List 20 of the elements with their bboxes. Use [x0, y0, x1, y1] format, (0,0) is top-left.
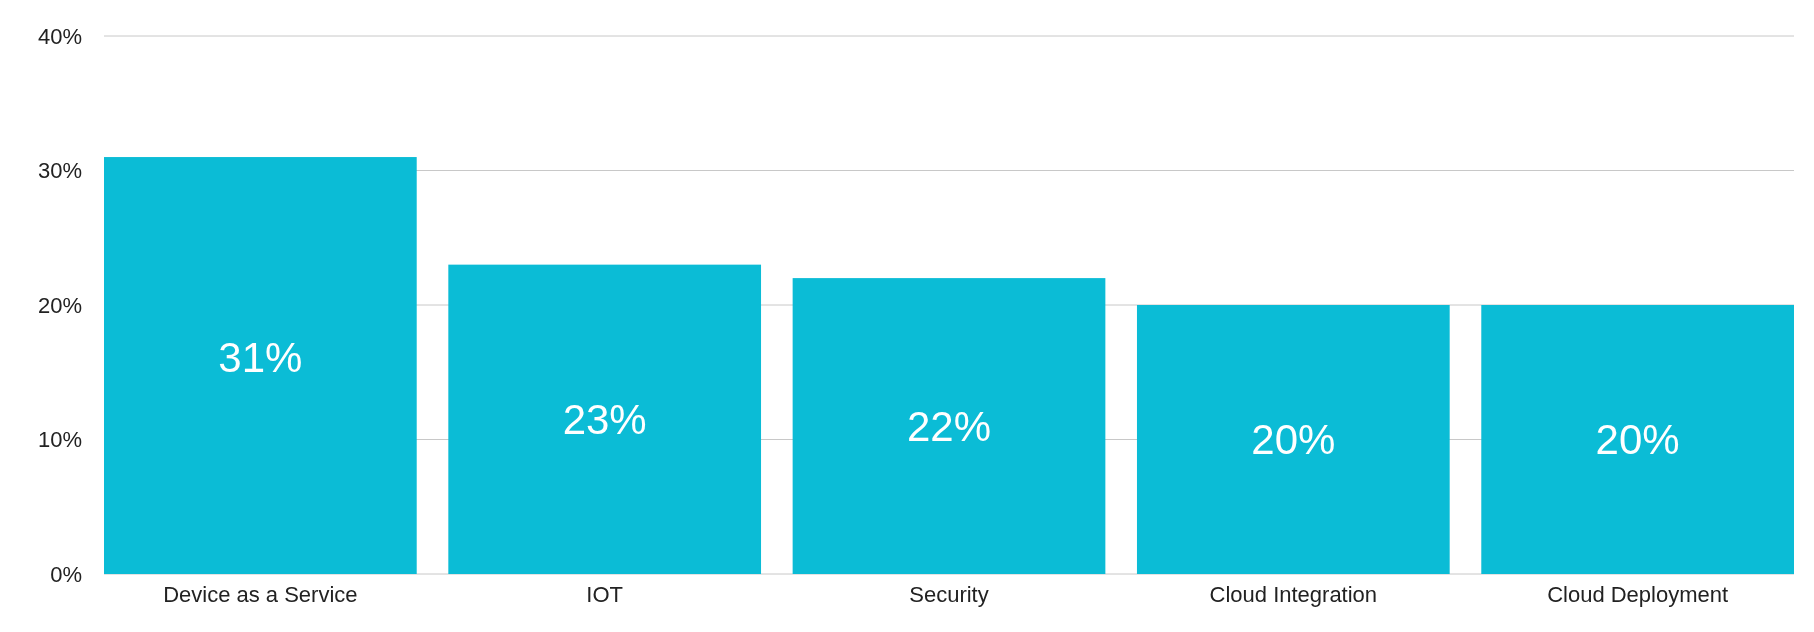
y-tick-label: 10% — [37, 427, 82, 452]
y-tick-label: 30% — [37, 158, 82, 183]
y-tick-label: 40% — [37, 23, 82, 49]
data-label: 20% — [1595, 416, 1680, 463]
data-label: 23% — [562, 395, 647, 443]
bar — [1136, 305, 1450, 574]
bar — [448, 264, 762, 574]
bar — [1481, 305, 1794, 574]
x-tick-label: Security — [909, 582, 989, 607]
data-label: 31% — [218, 333, 303, 381]
x-tick-label: Cloud Deployment — [1547, 582, 1729, 607]
x-tick-label: IOT — [586, 582, 624, 607]
bar — [792, 278, 1106, 574]
data-label: 22% — [906, 402, 992, 450]
y-tick-label: 20% — [37, 292, 82, 318]
data-label: 20% — [1251, 416, 1336, 463]
x-tick-label: Device as a Service — [163, 582, 358, 607]
bar — [104, 157, 417, 574]
x-tick-label: Cloud Integration — [1209, 582, 1378, 607]
y-tick-label: 0% — [50, 561, 82, 587]
